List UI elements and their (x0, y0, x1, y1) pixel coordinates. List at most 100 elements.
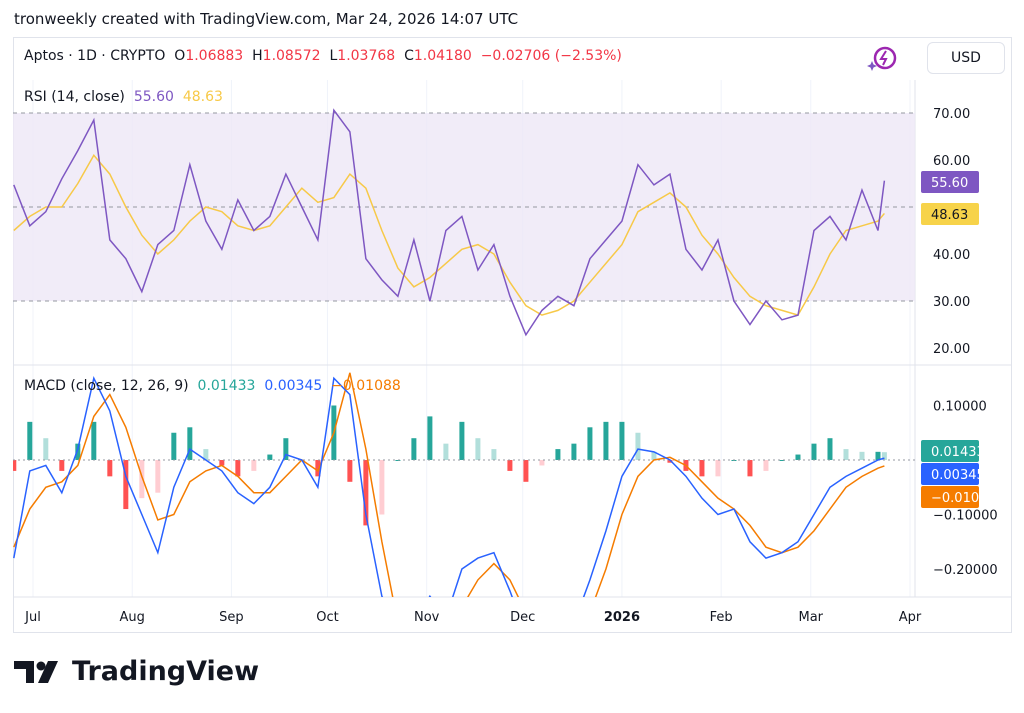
tradingview-logo: TradingView (14, 656, 259, 687)
histogram-bar (667, 460, 673, 463)
histogram-bar (379, 460, 385, 515)
rsi-value: 55.60 (133, 89, 174, 105)
rsi-y-tick: 70.00 (933, 107, 970, 122)
histogram-bar (459, 421, 465, 460)
macd-legend: MACD (close, 12, 26, 9) 0.01433 0.00345 … (24, 378, 401, 394)
histogram-bar (859, 451, 865, 460)
histogram-bar (59, 460, 65, 471)
rsi-last-label: 55.60 (931, 176, 968, 191)
rsi-y-tick: 40.00 (933, 248, 970, 263)
histogram-bar (235, 460, 241, 477)
histogram-bar (123, 460, 129, 510)
histogram-bar (411, 438, 417, 460)
signal-line (13, 372, 885, 597)
x-tick-label: 2026 (604, 610, 640, 625)
histogram-bar (827, 438, 833, 460)
rsi-y-tick: 20.00 (933, 342, 970, 357)
histogram-bar (875, 451, 881, 460)
x-tick-label: Mar (799, 610, 824, 625)
signal-value: −0.01088 (331, 378, 401, 394)
histogram-bar (91, 421, 97, 460)
histogram-bar (315, 460, 321, 477)
rsi-ma-line (13, 153, 885, 316)
histogram-bar (427, 416, 433, 460)
histogram-bar (13, 460, 17, 471)
high-label: H (252, 48, 263, 64)
histogram-bar (107, 460, 113, 477)
histogram-bar (475, 438, 481, 460)
macd-y-tick: −0.20000 (933, 563, 998, 578)
macd-title: MACD (close, 12, 26, 9) (24, 378, 189, 394)
x-tick-label: Dec (510, 610, 535, 625)
histogram-last-label: 0.01433 (931, 445, 985, 460)
signal-last-label: −0.01088 (931, 491, 996, 506)
rsi-line (13, 108, 886, 337)
open-label: O (174, 48, 186, 64)
macd-value: 0.00345 (264, 378, 323, 394)
histogram-bar (203, 449, 209, 460)
histogram-bar (363, 460, 369, 526)
histogram-bar (619, 421, 625, 460)
rsi-ma-last-label: 48.63 (931, 208, 968, 223)
low-value: 1.03768 (337, 48, 396, 64)
histogram-bar (43, 438, 49, 460)
histogram-bar (443, 443, 449, 460)
histogram-bar (187, 427, 193, 460)
x-tick-label: Nov (414, 610, 440, 625)
chart-frame (13, 37, 1012, 633)
histogram-bar (539, 460, 545, 466)
sparkle-icon[interactable] (866, 44, 898, 74)
histogram-bar (347, 460, 353, 482)
symbol-legend: Aptos · 1D · CRYPTO O1.06883 H1.08572 L1… (24, 48, 622, 64)
histogram-bar (507, 460, 513, 471)
low-label: L (329, 48, 338, 64)
macd-last-label-bg (921, 463, 979, 485)
rsi-title: RSI (14, close) (24, 89, 125, 105)
histogram-bar (555, 449, 561, 460)
close-value: 1.04180 (413, 48, 472, 64)
macd-y-tick: −0.10000 (933, 509, 998, 524)
rsi-ma-last-label-bg (921, 203, 979, 225)
histogram-bar (27, 421, 33, 460)
rsi-ma-value: 48.63 (182, 89, 223, 105)
histogram-bar (603, 421, 609, 460)
macd-y-tick: 0.10000 (933, 400, 987, 415)
histogram-last-label-bg (921, 440, 979, 462)
rsi-y-tick: 30.00 (933, 295, 970, 310)
x-tick-label: Jul (24, 610, 41, 625)
logo-text: TradingView (72, 656, 260, 687)
histogram-value: 0.01433 (197, 378, 256, 394)
change-value: −0.02706 (−2.53%) (480, 48, 622, 64)
histogram-bar (715, 460, 721, 477)
histogram-bar (395, 460, 401, 461)
histogram-bar (155, 460, 161, 493)
tradingview-logo-mark (14, 660, 58, 683)
histogram-bar (571, 443, 577, 460)
high-value: 1.08572 (262, 48, 321, 64)
macd-line (13, 376, 885, 597)
histogram-bar (283, 438, 289, 460)
histogram-bar (139, 460, 145, 499)
histogram (13, 405, 887, 526)
rsi-last-label-bg (921, 171, 979, 193)
rsi-y-tick: 60.00 (933, 154, 970, 169)
close-label: C (404, 48, 414, 64)
histogram-bar (587, 427, 593, 460)
histogram-bar (219, 460, 225, 466)
x-tick-label: Aug (120, 610, 145, 625)
open-value: 1.06883 (185, 48, 244, 64)
currency-button[interactable]: USD (927, 42, 1005, 74)
histogram-bar (779, 460, 785, 461)
histogram-bar (881, 452, 887, 460)
histogram-bar (171, 432, 177, 460)
symbol-name: Aptos · 1D · CRYPTO (24, 48, 166, 64)
histogram-bar (251, 460, 257, 471)
histogram-bar (267, 454, 273, 460)
histogram-bar (747, 460, 753, 477)
x-tick-label: Feb (710, 610, 733, 625)
x-tick-label: Oct (316, 610, 338, 625)
histogram-bar (491, 449, 497, 460)
histogram-bar (699, 460, 705, 477)
histogram-bar (795, 454, 801, 460)
